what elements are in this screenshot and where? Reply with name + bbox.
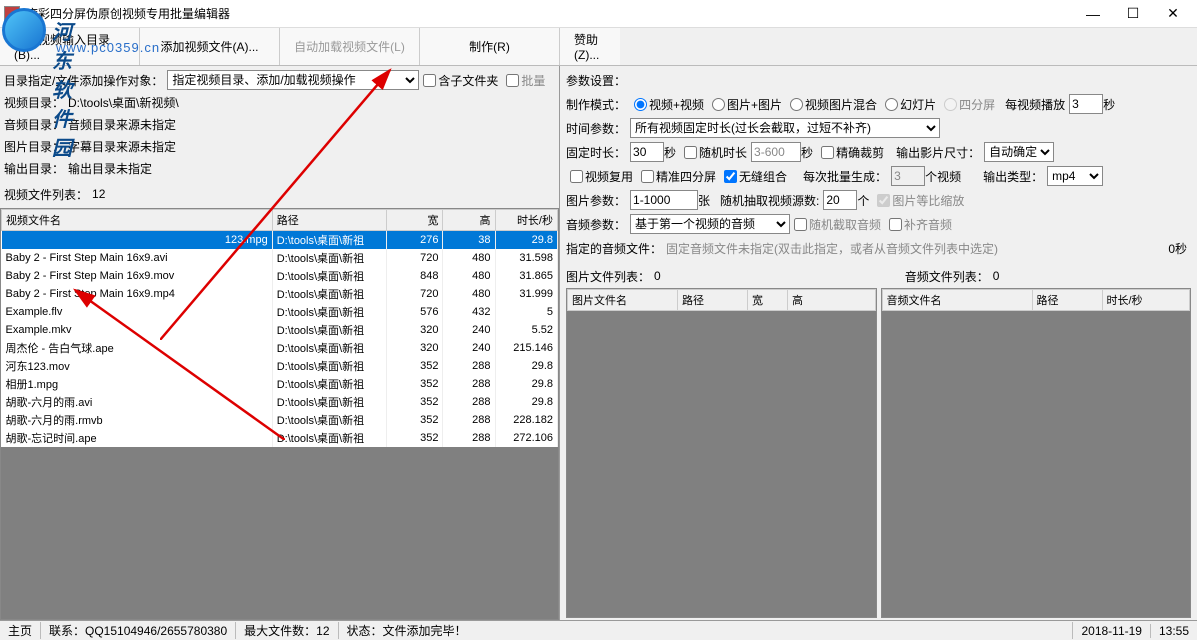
image-list-label: 图片文件列表： (566, 268, 650, 285)
mode-slideshow-radio[interactable] (885, 98, 898, 111)
image-range-input[interactable] (630, 190, 698, 210)
toolbar: 指定视频输入目录(B)... 添加视频文件(A)... 自动加载视频文件(L) … (0, 28, 1197, 66)
window-title: 度彩四分屏伪原创视频专用批量编辑器 (26, 5, 1073, 22)
table-row[interactable]: 123.mpgD:\tools\桌面\新祖2763829.8 (2, 231, 558, 250)
specified-audio-label: 指定的音频文件： (566, 240, 662, 257)
status-home[interactable]: 主页 (0, 622, 41, 639)
random-cut-audio-checkbox[interactable] (794, 218, 807, 231)
output-dir-label: 输出目录： (4, 160, 64, 177)
video-reuse-checkbox[interactable] (570, 170, 583, 183)
batch-checkbox[interactable] (506, 74, 519, 87)
audio-list-label: 音频文件列表： (905, 268, 989, 285)
specified-audio-time: 0秒 (1168, 240, 1187, 257)
target-label: 目录指定/文件添加操作对象： (4, 72, 163, 89)
include-subdir-label: 含子文件夹 (438, 72, 498, 89)
video-list-label: 视频文件列表： (4, 186, 88, 203)
auto-load-video-button[interactable]: 自动加载视频文件(L) (280, 28, 420, 65)
table-row[interactable]: Baby 2 - First Step Main 16x9.movD:\tool… (2, 267, 558, 285)
col-path[interactable]: 路径 (272, 210, 387, 231)
status-bar: 主页 联系：QQ15104946/2655780380 最大文件数：12 状态：… (0, 620, 1197, 640)
status-time: 13:55 (1151, 624, 1197, 638)
fixed-duration-input[interactable] (630, 142, 664, 162)
table-row[interactable]: Example.mkvD:\tools\桌面\新祖3202405.52 (2, 321, 558, 339)
seamless-checkbox[interactable] (724, 170, 737, 183)
batch-label: 批量 (521, 72, 545, 89)
status-date: 2018-11-19 (1073, 624, 1151, 638)
col-name[interactable]: 视频文件名 (2, 210, 273, 231)
time-param-label: 时间参数： (566, 120, 626, 137)
table-row[interactable]: 相册1.mpgD:\tools\桌面\新祖35228829.8 (2, 375, 558, 393)
include-subdir-checkbox[interactable] (423, 74, 436, 87)
per-play-label: 每视频播放 (1005, 96, 1065, 113)
image-dir-label: 图片目录： (4, 138, 64, 155)
random-duration-input[interactable] (751, 142, 801, 162)
col-width[interactable]: 宽 (387, 210, 443, 231)
col-height[interactable]: 高 (443, 210, 495, 231)
make-button[interactable]: 制作(R) (420, 28, 560, 65)
table-row[interactable]: Example.flvD:\tools\桌面\新祖5764325 (2, 303, 558, 321)
fill-audio-checkbox[interactable] (889, 218, 902, 231)
specified-audio-value[interactable]: 固定音频文件未指定(双击此指定，或者从音频文件列表中选定) (666, 240, 998, 257)
maximize-button[interactable]: ☐ (1113, 2, 1153, 26)
sponsor-button[interactable]: 赞助(Z)... (560, 28, 620, 65)
precise-crop-checkbox[interactable] (821, 146, 834, 159)
table-row[interactable]: 胡歌-六月的雨.rmvbD:\tools\桌面\新祖352288228.182 (2, 411, 558, 429)
target-select[interactable]: 指定视频目录、添加/加载视频操作 (167, 70, 419, 90)
table-row[interactable]: Baby 2 - First Step Main 16x9.aviD:\tool… (2, 249, 558, 267)
audio-file-table[interactable]: 音频文件名 路径 时长/秒 (881, 288, 1192, 618)
mode-quad-radio (944, 98, 957, 111)
image-param-label: 图片参数： (566, 192, 626, 209)
batch-gen-label: 每次批量生成： (803, 168, 887, 185)
mode-video-image-mix-radio[interactable] (790, 98, 803, 111)
output-size-select[interactable]: 自动确定 (984, 142, 1054, 162)
col-duration[interactable]: 时长/秒 (495, 210, 558, 231)
titlebar: 度彩四分屏伪原创视频专用批量编辑器 — ☐ ✕ (0, 0, 1197, 28)
table-row[interactable]: 河东123.movD:\tools\桌面\新祖35228829.8 (2, 357, 558, 375)
specify-input-dir-button[interactable]: 指定视频输入目录(B)... (0, 28, 140, 65)
app-icon (4, 6, 20, 22)
table-row[interactable]: 周杰伦 - 告白气球.apeD:\tools\桌面\新祖320240215.14… (2, 339, 558, 357)
add-video-file-button[interactable]: 添加视频文件(A)... (140, 28, 280, 65)
audio-list-count: 0 (993, 269, 1000, 283)
random-duration-checkbox[interactable] (684, 146, 697, 159)
audio-dir-label: 音频目录： (4, 116, 64, 133)
output-dir-value: 输出目录未指定 (68, 160, 152, 177)
table-row[interactable]: 胡歌-六月的雨.aviD:\tools\桌面\新祖35228829.8 (2, 393, 558, 411)
per-play-input[interactable] (1069, 94, 1103, 114)
audio-param-label: 音频参数： (566, 216, 626, 233)
mode-image-image-radio[interactable] (712, 98, 725, 111)
video-file-table[interactable]: 视频文件名 路径 宽 高 时长/秒 123.mpgD:\tools\桌面\新祖2… (0, 208, 559, 620)
audio-param-select[interactable]: 基于第一个视频的音频 (630, 214, 790, 234)
mode-label: 制作模式： (566, 96, 626, 113)
audio-dir-value: 音频目录来源未指定 (68, 116, 176, 133)
fixed-duration-label: 固定时长： (566, 144, 626, 161)
output-type-label: 输出类型： (983, 168, 1043, 185)
random-source-input[interactable] (823, 190, 857, 210)
video-list-count: 12 (92, 187, 105, 201)
param-settings-label: 参数设置： (566, 72, 626, 89)
batch-gen-input (891, 166, 925, 186)
minimize-button[interactable]: — (1073, 2, 1113, 26)
status-contact: 联系：QQ15104946/2655780380 (41, 622, 236, 639)
random-source-label: 随机抽取视频源数: (720, 192, 819, 209)
time-param-select[interactable]: 所有视频固定时长(过长会截取，过短不补齐) (630, 118, 940, 138)
table-row[interactable]: 胡歌-忘记时间.apeD:\tools\桌面\新祖352288272.106 (2, 429, 558, 447)
image-dir-value: 字幕目录来源未指定 (68, 138, 176, 155)
image-scale-checkbox (877, 194, 890, 207)
output-size-label: 输出影片尺寸： (896, 144, 980, 161)
close-button[interactable]: ✕ (1153, 2, 1193, 26)
table-row[interactable]: Baby 2 - First Step Main 16x9.mp4D:\tool… (2, 285, 558, 303)
output-type-select[interactable]: mp4 (1047, 166, 1103, 186)
mode-video-video-radio[interactable] (634, 98, 647, 111)
video-dir-value: D:\tools\桌面\新视频\ (68, 94, 179, 111)
image-file-table[interactable]: 图片文件名 路径 宽 高 (566, 288, 877, 618)
image-list-count: 0 (654, 269, 661, 283)
precise-quad-checkbox[interactable] (641, 170, 654, 183)
video-dir-label: 视频目录： (4, 94, 64, 111)
